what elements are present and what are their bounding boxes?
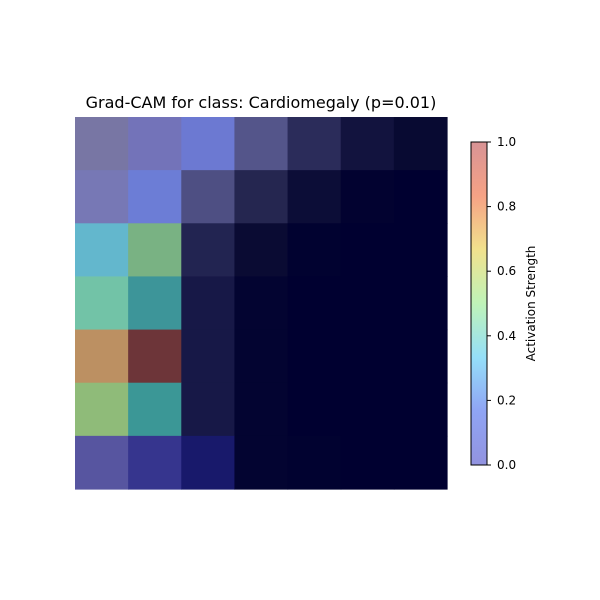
heatmap-cell-r4-c0 (75, 329, 129, 384)
heatmap-cell-r4-c5 (340, 329, 395, 384)
heatmap-cell-r6-c4 (287, 435, 342, 490)
heatmap-cell-r3-c1 (128, 276, 182, 331)
heatmap-cell-r4-c2 (181, 329, 236, 384)
heatmap-cell-r1-c0 (75, 170, 129, 224)
heatmap-cell-r0-c1 (128, 117, 182, 171)
colorbar-label: Activation Strength (524, 246, 538, 362)
colorbar: 0.0 0.2 0.4 0.6 0.8 1.0 Activation Strength (470, 135, 538, 472)
heatmap-cell-r2-c1 (128, 223, 182, 278)
heatmap-cell-r1-c1 (128, 170, 182, 224)
heatmap-cell-r1-c6 (393, 170, 448, 224)
heatmap-cell-r5-c3 (234, 382, 289, 437)
colorbar-gradient (471, 142, 487, 465)
heatmap-cell-r6-c5 (340, 435, 395, 490)
heatmap-cell-r6-c6 (393, 435, 448, 490)
colorbar-frame (470, 141, 488, 466)
heatmap-cell-r0-c6 (393, 117, 448, 171)
heatmap-cell-r1-c2 (181, 170, 236, 224)
colorbar-tick-label: 0.8 (497, 200, 516, 214)
colorbar-tick-label: 0.2 (497, 393, 516, 407)
heatmap-cell-r5-c4 (287, 382, 342, 437)
heatmap-cell-r0-c4 (287, 117, 342, 171)
heatmap-cell-r2-c5 (340, 223, 395, 278)
heatmap-cell-r5-c5 (340, 382, 395, 437)
colorbar-tick-label: 0.6 (497, 264, 516, 278)
heatmap-cell-r3-c0 (75, 276, 129, 331)
heatmap-cell-r1-c4 (287, 170, 342, 224)
colorbar-tick-label: 1.0 (497, 135, 516, 149)
colorbar-tick-label: 0.4 (497, 329, 516, 343)
heatmap-cell-r1-c5 (340, 170, 395, 224)
heatmap-cell-r0-c3 (234, 117, 289, 171)
heatmap-cell-r5-c0 (75, 382, 129, 437)
heatmap-cell-r0-c5 (340, 117, 395, 171)
heatmap-cell-r3-c4 (287, 276, 342, 331)
heatmap-cell-r3-c6 (393, 276, 448, 331)
heatmap-cell-r6-c3 (234, 435, 289, 490)
heatmap-cell-r5-c1 (128, 382, 182, 437)
heatmap-cell-r0-c0 (75, 117, 129, 171)
heatmap (75, 117, 448, 490)
heatmap-cell-r3-c2 (181, 276, 236, 331)
heatmap-cell-r6-c1 (128, 435, 182, 490)
chart-title: Grad-CAM for class: Cardiomegaly (p=0.01… (86, 93, 437, 112)
heatmap-cell-r4-c6 (393, 329, 448, 384)
heatmap-cell-r1-c3 (234, 170, 289, 224)
heatmap-cell-r4-c4 (287, 329, 342, 384)
heatmap-cell-r2-c3 (234, 223, 289, 278)
heatmap-cell-r5-c6 (393, 382, 448, 437)
heatmap-cell-r2-c2 (181, 223, 236, 278)
colorbar-ticks: 0.0 0.2 0.4 0.6 0.8 1.0 (487, 135, 516, 472)
heatmap-cell-r2-c6 (393, 223, 448, 278)
heatmap-cell-r0-c2 (181, 117, 236, 171)
heatmap-cell-r3-c3 (234, 276, 289, 331)
heatmap-cell-r3-c5 (340, 276, 395, 331)
heatmap-cell-r5-c2 (181, 382, 236, 437)
colorbar-tick-label: 0.0 (497, 458, 516, 472)
heatmap-cell-r4-c3 (234, 329, 289, 384)
heatmap-cell-r6-c2 (181, 435, 236, 490)
heatmap-cell-r4-c1 (128, 329, 182, 384)
heatmap-cell-r6-c0 (75, 435, 129, 490)
heatmap-cell-r2-c4 (287, 223, 342, 278)
heatmap-cell-r2-c0 (75, 223, 129, 278)
